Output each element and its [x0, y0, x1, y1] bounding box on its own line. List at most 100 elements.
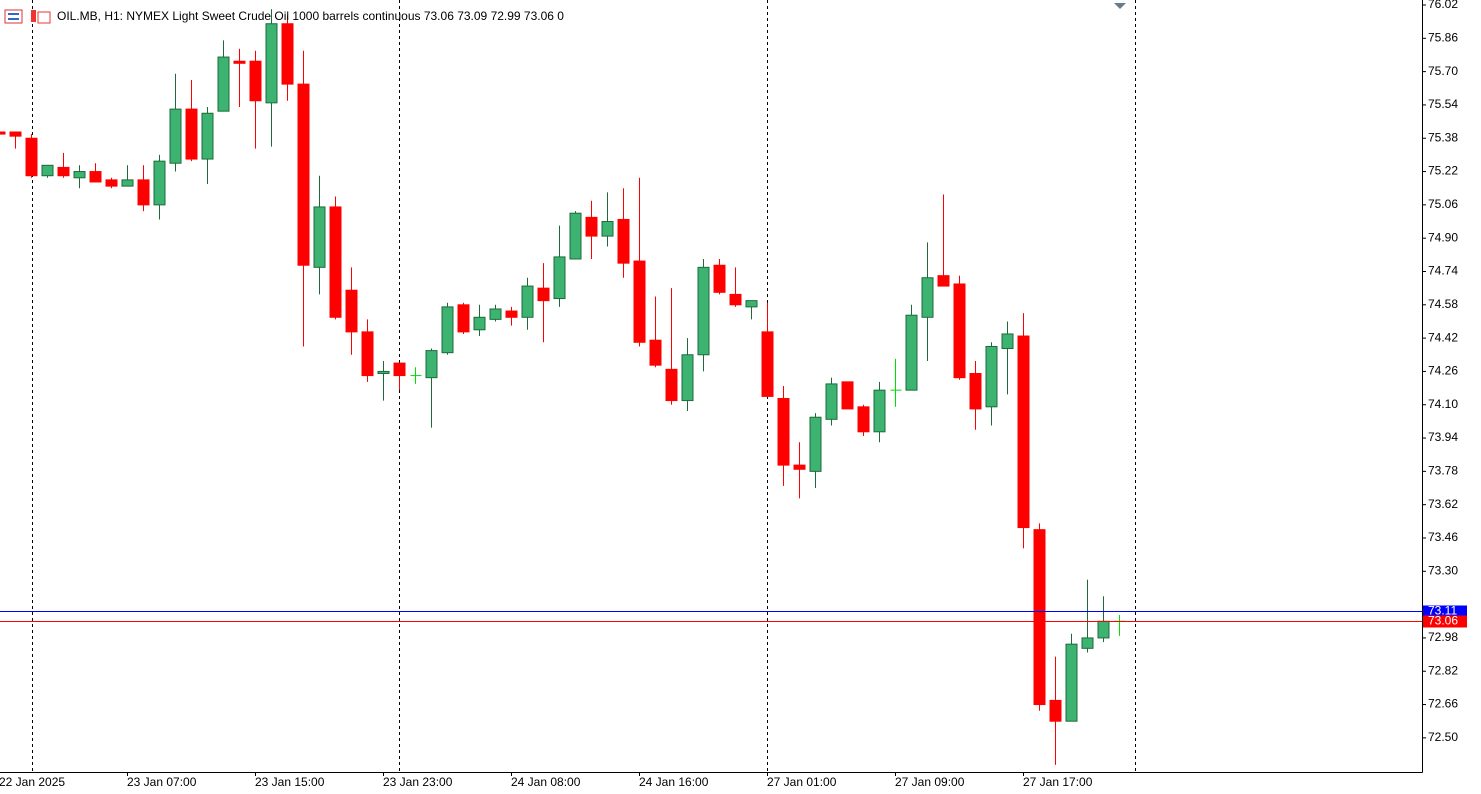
price-label: 73.06 [1428, 614, 1458, 628]
y-tick-label: 72.50 [1428, 730, 1458, 744]
candle-body [1033, 529, 1046, 706]
icon [4, 9, 23, 24]
x-tick-label: 23 Jan 15:00 [255, 775, 325, 789]
candle-body [9, 131, 22, 137]
candle-body [105, 179, 118, 187]
candle-body [761, 331, 774, 397]
candle-body [249, 60, 262, 102]
candle-body [233, 60, 246, 64]
candle-body [153, 160, 166, 206]
candle-body [137, 179, 150, 206]
candle-body [73, 171, 86, 179]
candle-body [265, 23, 278, 104]
candle-body [745, 300, 758, 308]
candle-body [505, 310, 518, 318]
candle-body [825, 383, 838, 420]
candle-body [217, 56, 230, 112]
candle-body [521, 285, 534, 318]
candle-body [1065, 643, 1078, 722]
y-tick-label: 75.06 [1428, 197, 1458, 211]
candle-body [1001, 333, 1014, 350]
candle-body [937, 275, 950, 287]
candle-body [729, 293, 742, 306]
candle-body [281, 23, 294, 85]
candle-body [297, 83, 310, 266]
candle-body [681, 354, 694, 402]
candle-body [441, 306, 454, 354]
candle-body [953, 283, 966, 379]
candle-body [329, 206, 342, 318]
candle-body [921, 277, 934, 318]
candle-body [617, 218, 630, 264]
candle-body [809, 416, 822, 472]
y-tick-label: 74.26 [1428, 364, 1458, 378]
candle-body [1081, 637, 1094, 649]
y-tick-label: 73.62 [1428, 497, 1458, 511]
y-tick-label: 73.30 [1428, 563, 1458, 577]
candle-body [57, 166, 70, 177]
y-tick-label: 76.02 [1428, 0, 1458, 11]
candle-body [697, 266, 710, 356]
y-tick-label: 74.10 [1428, 397, 1458, 411]
candle-body [537, 287, 550, 302]
x-tick-label: 24 Jan 08:00 [511, 775, 581, 789]
candle-body [489, 308, 502, 320]
icon [8, 18, 19, 20]
candle-body [1049, 699, 1062, 722]
candle-body [777, 397, 790, 466]
candle-body [345, 289, 358, 333]
candle-body [649, 339, 662, 366]
candle-body [473, 316, 486, 331]
price-label: 73.11 [1428, 604, 1457, 618]
candle-body [873, 389, 886, 433]
candle-body [361, 331, 374, 377]
candle-body [553, 256, 566, 300]
candle-body [121, 179, 134, 187]
x-tick-label: 22 Jan 2025 [0, 775, 65, 789]
x-tick-label: 27 Jan 01:00 [767, 775, 837, 789]
y-tick-label: 75.70 [1428, 64, 1458, 78]
y-tick-label: 74.74 [1428, 264, 1458, 278]
y-tick-label: 75.38 [1428, 130, 1458, 144]
candle-body [713, 264, 726, 293]
x-tick-label: 24 Jan 16:00 [639, 775, 709, 789]
candle-body [185, 108, 198, 160]
y-tick-label: 72.98 [1428, 630, 1458, 644]
candle-body [793, 464, 806, 470]
candle-body [201, 112, 214, 160]
candle-body [969, 373, 982, 410]
candle-body [313, 206, 326, 268]
candle-body [425, 350, 438, 379]
candle-body [665, 368, 678, 402]
candle-body [0, 131, 6, 135]
y-tick-label: 75.86 [1428, 30, 1458, 44]
candle-body [633, 260, 646, 343]
candle-body [377, 370, 390, 375]
y-tick-label: 73.94 [1428, 430, 1458, 444]
y-tick-label: 74.90 [1428, 230, 1458, 244]
x-tick-label: 23 Jan 07:00 [127, 775, 197, 789]
candle-body [457, 304, 470, 333]
toolbar-icons [4, 9, 51, 24]
y-tick-label: 74.42 [1428, 330, 1458, 344]
candle-body [985, 345, 998, 408]
y-tick-label: 75.54 [1428, 97, 1458, 111]
icon [31, 10, 36, 22]
x-tick-label: 23 Jan 23:00 [383, 775, 453, 789]
candle-body [857, 406, 870, 433]
candle-body [1017, 335, 1030, 529]
candle-body [41, 164, 54, 177]
y-tick-label: 75.22 [1428, 164, 1458, 178]
y-tick-label: 73.46 [1428, 530, 1458, 544]
chart-title: OIL.MB, H1: NYMEX Light Sweet Crude Oil … [57, 9, 564, 23]
candle-body [585, 216, 598, 237]
price-label-box [1423, 605, 1467, 618]
plot [0, 9, 1126, 765]
x-tick-label: 27 Jan 17:00 [1023, 775, 1093, 789]
candle-body [569, 212, 582, 260]
candle-body [89, 171, 102, 183]
candle-body [841, 381, 854, 410]
shift-marker [1114, 3, 1126, 9]
